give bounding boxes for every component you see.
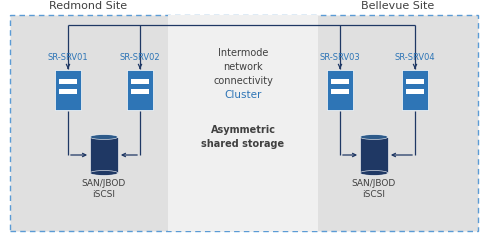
Bar xyxy=(90,137,118,173)
Text: Bellevue Site: Bellevue Site xyxy=(362,1,435,11)
Text: SAN/JBOD
iSCSI: SAN/JBOD iSCSI xyxy=(82,179,126,199)
Text: Redmond Site: Redmond Site xyxy=(49,1,127,11)
Bar xyxy=(55,70,81,110)
Text: Intermode
network
connectivity: Intermode network connectivity xyxy=(213,48,273,86)
Text: SR-SRV03: SR-SRV03 xyxy=(320,53,360,62)
Ellipse shape xyxy=(90,171,118,175)
Bar xyxy=(331,89,349,94)
Text: SR-SRV02: SR-SRV02 xyxy=(120,53,161,62)
Bar xyxy=(406,78,425,84)
Bar xyxy=(131,89,149,94)
Bar xyxy=(331,78,349,84)
Bar xyxy=(406,89,425,94)
Bar xyxy=(127,70,153,110)
Ellipse shape xyxy=(360,171,388,175)
Bar xyxy=(402,70,428,110)
Text: SAN/JBOD
iSCSI: SAN/JBOD iSCSI xyxy=(352,179,396,199)
Bar xyxy=(360,137,388,173)
Ellipse shape xyxy=(360,135,388,139)
Bar xyxy=(168,15,318,231)
Text: Cluster: Cluster xyxy=(224,90,262,100)
Bar xyxy=(327,70,353,110)
Bar xyxy=(59,78,78,84)
Bar xyxy=(131,78,149,84)
Text: SR-SRV01: SR-SRV01 xyxy=(48,53,88,62)
Text: SR-SRV04: SR-SRV04 xyxy=(395,53,435,62)
Ellipse shape xyxy=(90,135,118,139)
Bar xyxy=(10,15,478,231)
Text: Asymmetric
shared storage: Asymmetric shared storage xyxy=(202,125,285,149)
Bar xyxy=(59,89,78,94)
